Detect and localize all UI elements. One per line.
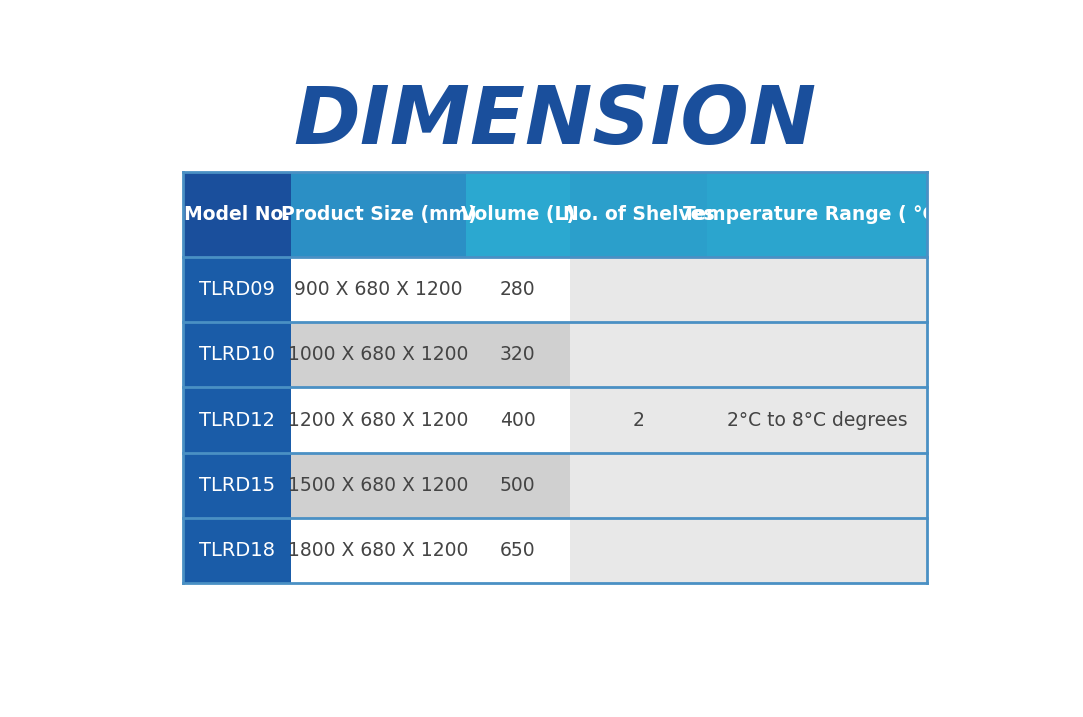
Bar [183,323,291,387]
Bar [291,518,466,583]
Bar [291,171,466,257]
Bar [707,452,927,518]
Bar [570,452,707,518]
Bar [183,452,291,518]
Text: Product Size (mm): Product Size (mm) [280,205,477,224]
Bar [183,171,927,583]
Bar [291,323,466,387]
Bar [466,323,570,387]
Text: 320: 320 [500,346,536,364]
Text: Temperature Range ( °C ): Temperature Range ( °C ) [683,205,951,224]
Bar [466,387,570,452]
Bar [291,452,466,518]
Bar [291,257,466,323]
Bar [570,323,707,387]
Text: 2: 2 [632,411,644,429]
Text: TLRD18: TLRD18 [199,541,275,560]
Text: Volume (L): Volume (L) [460,205,575,224]
Text: 500: 500 [500,475,536,495]
Bar [183,171,291,257]
Bar [466,518,570,583]
Bar [707,171,927,257]
Text: TLRD09: TLRD09 [199,280,275,299]
Bar [707,257,927,323]
Text: No. of Shelves: No. of Shelves [563,205,715,224]
Bar [570,257,707,323]
Text: 900 X 680 X 1200: 900 X 680 X 1200 [295,280,462,299]
Bar [466,257,570,323]
Text: TLRD15: TLRD15 [199,475,275,495]
Bar [466,452,570,518]
Text: Model No.: Model No. [184,205,290,224]
Text: 1800 X 680 X 1200: 1800 X 680 X 1200 [288,541,469,560]
Bar [183,257,291,323]
Text: 400: 400 [500,411,536,429]
Bar [707,387,927,452]
Text: TLRD10: TLRD10 [199,346,275,364]
Text: TLRD12: TLRD12 [199,411,275,429]
Text: 1500 X 680 X 1200: 1500 X 680 X 1200 [288,475,469,495]
Text: DIMENSION: DIMENSION [293,83,817,161]
Bar [570,387,707,452]
Bar [291,387,466,452]
Text: 2°C to 8°C degrees: 2°C to 8°C degrees [727,411,908,429]
Text: 1200 X 680 X 1200: 1200 X 680 X 1200 [288,411,469,429]
Text: 650: 650 [500,541,536,560]
Bar [707,518,927,583]
Bar [466,171,570,257]
Bar [183,518,291,583]
Text: 280: 280 [500,280,536,299]
Bar [707,323,927,387]
Bar [183,387,291,452]
Text: 1000 X 680 X 1200: 1000 X 680 X 1200 [288,346,469,364]
Bar [570,518,707,583]
Bar [570,171,707,257]
